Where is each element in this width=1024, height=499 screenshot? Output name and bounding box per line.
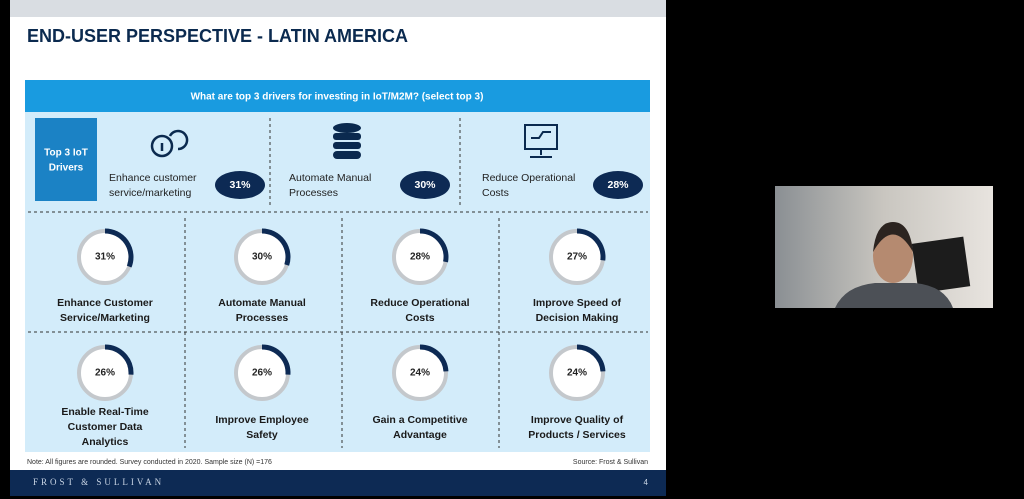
top-label: Drivers — [49, 163, 84, 174]
donut-arc — [419, 344, 449, 372]
share-value: 31% — [229, 179, 251, 191]
driver-label: Enhance Customer — [57, 297, 153, 309]
donut-arc — [576, 228, 606, 261]
donut-arc — [104, 228, 134, 268]
driver-label: Service/Marketing — [60, 312, 150, 324]
driver-label: Decision Making — [536, 312, 619, 324]
donut-value: 27% — [567, 252, 587, 263]
donut-arc — [261, 344, 291, 375]
top-driver-label: Reduce Operational — [482, 172, 575, 184]
top-driver-label: Enhance customer — [109, 172, 197, 184]
driver-label: Processes — [236, 312, 289, 324]
driver-label: Improve Employee — [215, 414, 309, 426]
donut-arc — [261, 228, 291, 266]
slide-top-bar — [10, 0, 666, 17]
note: Note: All figures are rounded. Survey co… — [27, 459, 272, 466]
driver-label: Gain a Competitive — [372, 414, 467, 426]
top-driver-label: Processes — [289, 187, 338, 199]
top-driver-label: service/marketing — [109, 187, 191, 199]
donut-value: 30% — [252, 252, 272, 263]
share-value: 30% — [414, 179, 436, 191]
share-value: 28% — [607, 179, 629, 191]
driver-label: Improve Quality of — [531, 414, 624, 426]
question-bar — [25, 80, 650, 112]
icon-chat — [150, 129, 189, 158]
webcam-video — [775, 186, 993, 308]
donut-arc — [104, 344, 134, 375]
share-badge — [400, 171, 450, 199]
donut-arc — [576, 344, 606, 372]
slide-title: END-USER PERSPECTIVE - LATIN AMERICA — [27, 26, 408, 46]
top-driver-label: Costs — [482, 187, 509, 199]
driver-label: Advantage — [393, 429, 447, 441]
source: Source: Frost & Sullivan — [573, 459, 648, 466]
top-label-box — [35, 118, 97, 201]
driver-label: Products / Services — [528, 429, 626, 441]
donut-value: 31% — [95, 252, 115, 263]
top-driver-label: Automate Manual — [289, 172, 371, 184]
dividers — [28, 118, 648, 448]
donut-value: 26% — [95, 368, 115, 379]
driver-label: Automate Manual — [218, 297, 306, 309]
icon-database — [333, 123, 361, 159]
page-number: 4 — [644, 478, 649, 487]
brand: FROST & SULLIVAN — [33, 477, 164, 487]
driver-label: Analytics — [82, 436, 129, 448]
icon-monitor — [524, 124, 558, 158]
donut-value: 26% — [252, 368, 272, 379]
driver-label: Costs — [405, 312, 434, 324]
donut-arc — [419, 228, 449, 263]
driver-label: Safety — [246, 429, 278, 441]
driver-label: Enable Real-Time — [61, 406, 148, 418]
share-badge — [215, 171, 265, 199]
donut-value: 24% — [567, 368, 587, 379]
share-badge — [593, 171, 643, 199]
driver-label: Improve Speed of — [533, 297, 622, 309]
top-label: Top 3 IoT — [44, 148, 88, 159]
driver-label: Reduce Operational — [370, 297, 469, 309]
footer-bar — [10, 470, 666, 496]
donut-value: 28% — [410, 252, 430, 263]
donut-value: 24% — [410, 368, 430, 379]
driver-label: Customer Data — [68, 421, 143, 433]
question: What are top 3 drivers for investing in … — [191, 92, 484, 103]
